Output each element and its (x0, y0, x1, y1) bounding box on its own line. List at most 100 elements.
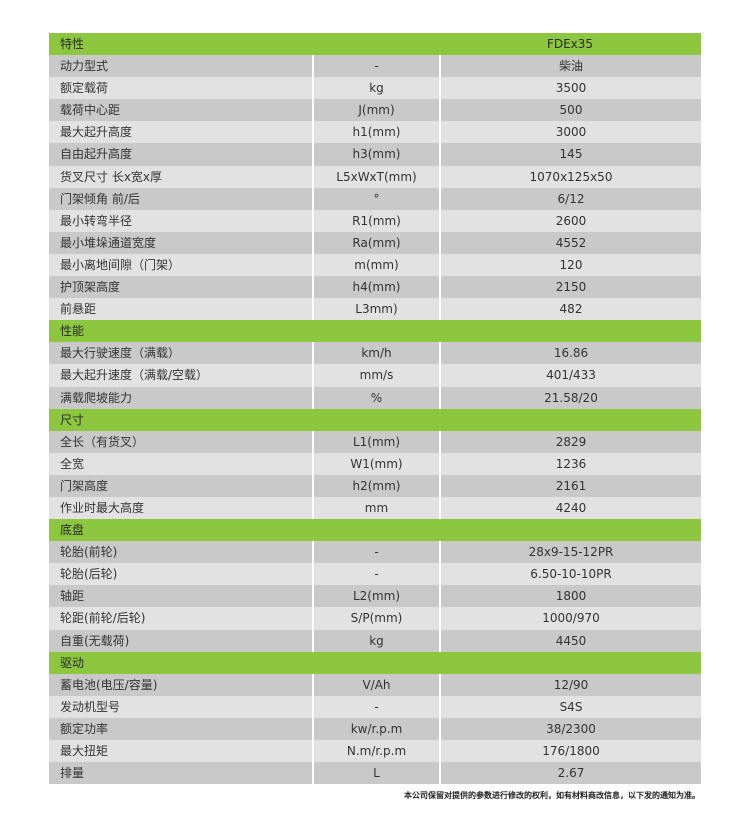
param-unit: L (314, 762, 441, 785)
param-unit: kg (314, 77, 441, 100)
table-row: 发动机型号 - S4S (49, 695, 701, 718)
param-value: 401/433 (546, 368, 596, 383)
param-name: 最大扭矩 (49, 740, 314, 763)
param-name: 作业时最大高度 (49, 496, 314, 520)
table-row: 最大行驶速度（满载） km/h 16.86 (49, 342, 701, 365)
param-unit: N.m/r.p.m (314, 740, 441, 763)
param-value: 28x9-15-12PR (528, 545, 614, 560)
param-value: 6.50-10-10PR (530, 567, 612, 582)
param-name: 前悬距 (49, 298, 314, 321)
param-name: 轮胎(前轮) (49, 541, 314, 564)
table-row: 最小转弯半径 R1(mm) 2600 (49, 209, 701, 232)
table-row: 最小离地间隙（门架） m(mm) 120 (49, 253, 701, 277)
param-value: 38/2300 (546, 721, 596, 736)
param-name: 载荷中心距 (49, 99, 314, 122)
param-name: 护顶架高度 (49, 276, 314, 299)
param-value: 21.58/20 (544, 390, 598, 405)
param-unit: mm/s (314, 364, 441, 387)
param-name: 满载爬坡能力 (49, 386, 314, 409)
param-name: 自由起升高度 (49, 143, 314, 166)
table-header: 特性 FDEx35 (49, 33, 701, 56)
table-row: 轴距 L2(mm) 1800 (49, 585, 701, 608)
param-unit: h3(mm) (314, 143, 441, 166)
table-row: 最大扭矩 N.m/r.p.m 176/1800 (49, 740, 701, 763)
param-value: 1236 (555, 456, 587, 471)
param-value: 3000 (555, 125, 587, 140)
table-row: 蓄电池(电压/容量) V/Ah 12/90 (49, 673, 701, 696)
table-row: 门架高度 h2(mm) 2161 (49, 474, 701, 497)
param-value: 120 (559, 257, 583, 272)
param-name: 最大起升高度 (49, 121, 314, 144)
param-unit: S/P(mm) (314, 607, 441, 630)
param-name: 额定载荷 (49, 77, 314, 100)
table-row: 全长（有货叉） L1(mm) 2829 (49, 430, 701, 453)
table-row: 门架倾角 前/后 ° 6/12 (49, 187, 701, 210)
param-value: 2600 (555, 213, 587, 228)
param-unit: V/Ah (314, 673, 441, 696)
param-value: 1070x125x50 (529, 169, 613, 184)
param-name: 轴距 (49, 585, 314, 608)
param-name: 最大起升速度（满载/空载） (49, 364, 314, 387)
param-unit: L2(mm) (314, 585, 441, 608)
table-row: 动力型式 - 柴油 (49, 55, 701, 78)
param-value: 4240 (555, 500, 587, 515)
table-row: 作业时最大高度 mm 4240 (49, 496, 701, 520)
param-value: 1800 (555, 589, 587, 604)
table-row: 满载爬坡能力% 21.58/20 (49, 386, 701, 409)
param-unit: L1(mm) (314, 430, 441, 453)
header-label: 特性 (60, 37, 85, 51)
table-row: 最小堆垛通道宽度 Ra(mm) 4552 (49, 231, 701, 254)
param-unit: L5xWxT(mm) (314, 165, 441, 188)
param-name: 货叉尺寸 长x宽x厚 (49, 165, 314, 188)
param-unit: m(mm) (314, 253, 441, 277)
param-value: S4S (559, 699, 583, 714)
param-value: 柴油 (558, 59, 583, 74)
table-row: 前悬距 L3mm) 482 (49, 298, 701, 321)
section-header: 驱动 (49, 651, 701, 674)
param-unit: h2(mm) (314, 474, 441, 497)
param-name: 最小转弯半径 (49, 209, 314, 232)
table-row: 自由起升高度 h3(mm) 145 (49, 143, 701, 166)
table-row: 额定功率 kw/r.p.m 38/2300 (49, 717, 701, 740)
param-name: 排量 (49, 762, 314, 785)
param-name: 动力型式 (49, 55, 314, 78)
param-unit: - (314, 55, 441, 78)
param-name: 全长（有货叉） (49, 430, 314, 453)
param-name: 额定功率 (49, 717, 314, 740)
param-unit: Ra(mm) (314, 231, 441, 254)
param-name: 最大行驶速度（满载） (49, 342, 314, 365)
table-row: 护顶架高度 h4(mm) 2150 (49, 276, 701, 299)
param-name: 最小堆垛通道宽度 (49, 231, 314, 254)
spec-table: 特性 FDEx35 动力型式 - 柴油 额定载荷 kg 3500 载荷中心距 J(mm) 500… (49, 33, 701, 785)
param-name: 蓄电池(电压/容量) (49, 673, 314, 696)
param-unit: J(mm) (314, 99, 441, 122)
table-row: 全宽 W1(mm) 1236 (49, 452, 701, 475)
param-value: 16.86 (553, 346, 589, 361)
param-value: 1000/970 (542, 611, 600, 626)
section-title: 底盘 (60, 523, 85, 538)
section-header: 尺寸 (49, 408, 701, 431)
disclaimer-note: 本公司保留对提供的参数进行修改的权利，如有材料商改信息，以下发的通知为准。 (404, 791, 700, 800)
param-value: 4552 (555, 235, 587, 250)
param-unit: kg (314, 629, 441, 652)
section-title: 驱动 (60, 655, 85, 670)
param-unit: kw/r.p.m (314, 717, 441, 740)
param-value: 145 (559, 147, 583, 162)
param-name: 门架高度 (49, 474, 314, 497)
param-value: 482 (559, 302, 583, 317)
param-unit: R1(mm) (314, 209, 441, 232)
param-name: 自重(无载荷) (49, 629, 314, 652)
param-unit: km/h (314, 342, 441, 365)
table-row: 自重(无载荷) kg 4450 (49, 629, 701, 652)
param-name: 全宽 (49, 452, 314, 475)
param-unit: - (314, 541, 441, 564)
header-model: FDEx35 (546, 37, 594, 51)
param-name: 发动机型号 (49, 695, 314, 718)
param-value: 6/12 (557, 191, 585, 206)
section-header: 性能 (49, 320, 701, 343)
param-value: 500 (559, 103, 583, 118)
section-header: 底盘 (49, 519, 701, 542)
param-unit: - (314, 563, 441, 586)
section-title: 尺寸 (60, 412, 85, 427)
param-name: 轮胎(后轮) (49, 563, 314, 586)
